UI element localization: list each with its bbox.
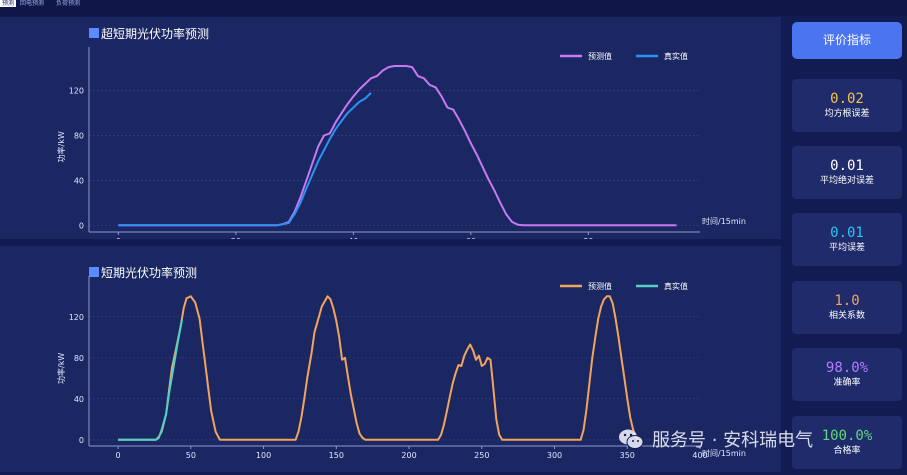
x-tick-label: 0 xyxy=(116,451,121,460)
metric-card-accuracy: 98.0% 准确率 xyxy=(792,348,902,401)
y-tick-label: 80 xyxy=(74,354,84,363)
x-tick-label: 20 xyxy=(231,237,241,239)
x-tick-label: 40 xyxy=(348,237,358,239)
y-axis-label: 功率/kW xyxy=(56,353,66,384)
chart-title: 短期光伏功率预测 xyxy=(101,265,197,280)
x-tick-label: 0 xyxy=(116,237,121,239)
x-tick-label: 50 xyxy=(186,451,196,460)
x-tick-label: 250 xyxy=(474,451,489,460)
title-marker xyxy=(89,28,99,38)
series-line-0 xyxy=(118,65,677,227)
y-tick-label: 40 xyxy=(74,176,84,185)
metric-card-correlation: 1.0 相关系数 xyxy=(792,281,902,334)
metric-label: 准确率 xyxy=(833,378,861,388)
ultra-short-term-panel: 超短期光伏功率预测 0 40 80 120 0 20 40 60 80 时间/15min 功率/kW 预… xyxy=(0,17,781,239)
metric-card-mean-error: 0.01 平均误差 xyxy=(792,213,902,266)
y-axis-label: 功率/kW xyxy=(56,131,66,162)
metric-value: 0.01 xyxy=(830,158,864,174)
legend-label: 真实值 xyxy=(664,51,688,61)
metric-label: 合格率 xyxy=(833,446,861,456)
y-tick-label: 80 xyxy=(74,132,84,141)
metric-card-mae: 0.01 平均绝对误差 xyxy=(792,146,902,199)
y-tick-label: 120 xyxy=(69,87,84,96)
y-tick-label: 120 xyxy=(69,313,84,322)
tab-forecast[interactable]: 预测 xyxy=(0,0,17,7)
x-tick-label: 300 xyxy=(547,451,562,460)
metric-card-rmse: 0.02 均方根误差 xyxy=(792,79,902,132)
wechat-icon xyxy=(619,429,644,449)
metric-card-pass-rate: 100.0% 合格率 xyxy=(792,416,902,469)
watermark-text: 服务号 · 安科瑞电气 xyxy=(652,430,814,451)
x-tick-label: 100 xyxy=(256,451,271,460)
metric-value: 0.02 xyxy=(830,91,864,107)
metric-label: 相关系数 xyxy=(828,311,865,321)
tab-load-forecast[interactable]: 负荷预测 xyxy=(56,0,81,7)
metric-label: 均方根误差 xyxy=(824,109,870,119)
evaluation-metrics-button[interactable]: 评价指标 xyxy=(792,22,902,59)
series-line-1 xyxy=(118,318,184,441)
x-tick-label: 150 xyxy=(329,451,344,460)
x-axis-label: 时间/15min xyxy=(702,448,746,458)
series-line-0 xyxy=(118,295,642,441)
x-tick-label: 200 xyxy=(401,451,416,460)
metric-value: 100.0% xyxy=(821,428,873,444)
chart-title: 超短期光伏功率预测 xyxy=(101,26,209,41)
watermark: 服务号 · 安科瑞电气 xyxy=(618,424,813,454)
metric-label: 平均误差 xyxy=(828,243,865,253)
series-line-1 xyxy=(118,92,372,227)
legend-label: 预测值 xyxy=(588,281,612,291)
legend-label: 预测值 xyxy=(588,51,612,61)
short-term-panel: 短期光伏功率预测 0 40 80 120 0 50 100 150 200 250 300 350 400… xyxy=(0,246,781,472)
ultra-short-term-chart: 超短期光伏功率预测 0 40 80 120 0 20 40 60 80 时间/15min 功率/kW 预… xyxy=(56,26,746,239)
metric-value: 0.01 xyxy=(830,225,864,241)
y-tick-label: 40 xyxy=(74,395,84,404)
x-axis-label: 时间/15min xyxy=(702,216,746,226)
legend-label: 真实值 xyxy=(664,281,688,291)
y-tick-label: 0 xyxy=(79,436,84,445)
title-marker xyxy=(89,267,99,277)
metric-label: 平均绝对误差 xyxy=(819,176,874,186)
metric-value: 98.0% xyxy=(825,360,869,376)
tab-power-forecast[interactable]: 回电预测 xyxy=(20,0,45,7)
x-tick-label: 80 xyxy=(583,237,593,239)
short-term-chart: 短期光伏功率预测 0 40 80 120 0 50 100 150 200 250 300 350 400… xyxy=(56,265,746,460)
top-navigation-bar: 预测 回电预测 负荷预测 xyxy=(0,0,907,16)
metric-value: 1.0 xyxy=(834,293,860,309)
y-tick-label: 0 xyxy=(79,221,84,230)
x-tick-label: 350 xyxy=(620,451,635,460)
x-tick-label: 400 xyxy=(692,451,707,460)
x-tick-label: 60 xyxy=(466,237,476,239)
